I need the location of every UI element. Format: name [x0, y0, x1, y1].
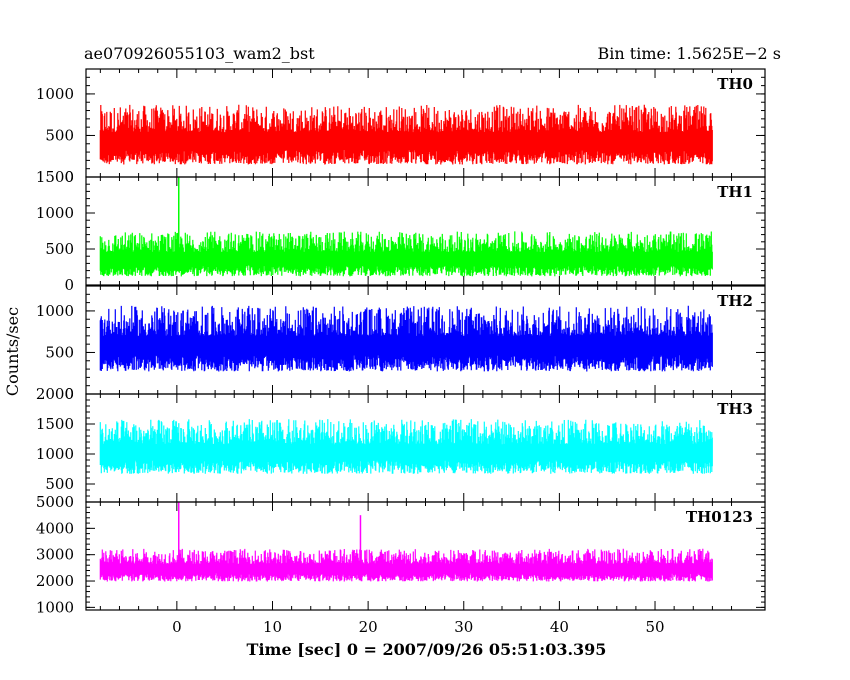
plot-title-left: ae070926055103_wam2_bst: [84, 44, 315, 63]
y-tick-label-th2: 0: [64, 385, 74, 403]
series-th0123: [99, 548, 713, 582]
series-th3: [99, 419, 713, 474]
y-tick-label-th1: 500: [45, 240, 74, 258]
panel-th0: [85, 68, 766, 178]
y-tick-label-th0123: 4000: [36, 519, 74, 537]
panel-th3: [85, 393, 766, 503]
y-tick-label-th0123: 1000: [36, 598, 74, 616]
y-tick-label-th1: 1500: [36, 168, 74, 186]
panel-label-th0123: TH0123: [686, 508, 753, 526]
x-tick-label: 10: [263, 618, 282, 636]
y-tick-label-th0123: 3000: [36, 546, 74, 564]
panel-label-th1: TH1: [717, 183, 753, 201]
y-tick-label-th2: 500: [45, 343, 74, 361]
x-tick-label: 20: [359, 618, 378, 636]
series-th1: [99, 231, 713, 277]
x-tick-label: 50: [645, 618, 664, 636]
y-axis-label: Counts/sec: [3, 307, 22, 396]
plot-title-right: Bin time: 1.5625E−2 s: [597, 44, 781, 63]
y-tick-label-th3: 2000: [36, 385, 74, 403]
x-tick-label: 40: [550, 618, 569, 636]
x-tick-label: 30: [454, 618, 473, 636]
panel-label-th3: TH3: [717, 400, 753, 418]
y-tick-label-th0: 1000: [36, 85, 74, 103]
panel-th0123: [85, 501, 766, 611]
y-tick-label-th2: 1000: [36, 302, 74, 320]
y-tick-label-th1: 0: [64, 276, 74, 294]
panel-label-th0: TH0: [717, 75, 753, 93]
y-tick-label-th3: 1500: [36, 415, 74, 433]
series-th0: [99, 104, 713, 165]
y-tick-label-th0123: 2000: [36, 572, 74, 590]
y-tick-label-th1: 1000: [36, 204, 74, 222]
panel-label-th2: TH2: [717, 292, 753, 310]
y-tick-label-th0: 500: [45, 126, 74, 144]
panel-th2: [85, 285, 766, 395]
y-tick-label-th3: 1000: [36, 445, 74, 463]
panel-th1: [85, 176, 766, 286]
y-tick-label-th0123: 5000: [36, 493, 74, 511]
y-tick-label-th3: 500: [45, 475, 74, 493]
x-axis-label: Time [sec] 0 = 2007/09/26 05:51:03.395: [247, 640, 607, 659]
series-th2: [99, 305, 713, 372]
y-tick-label-th0: 0: [64, 168, 74, 186]
x-tick-label: 0: [172, 618, 182, 636]
